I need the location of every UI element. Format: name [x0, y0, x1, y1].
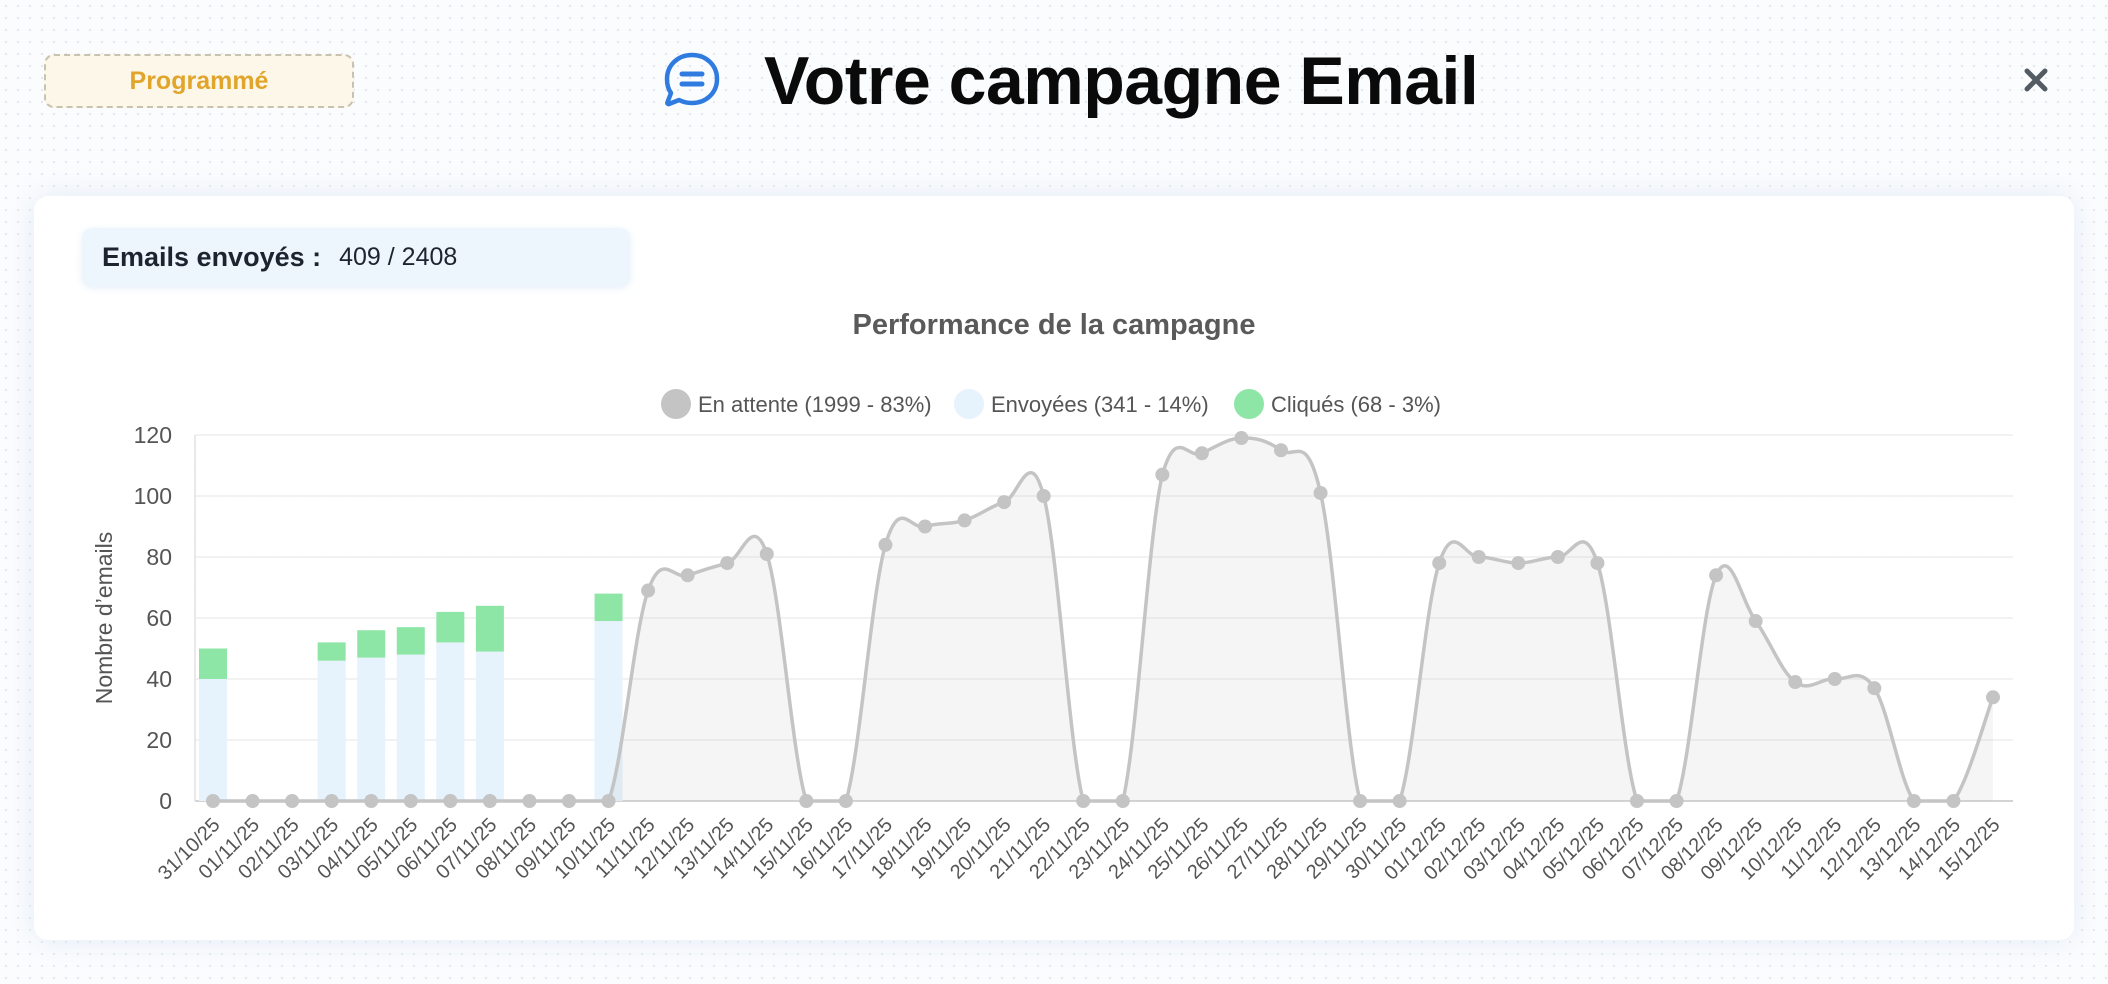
data-point[interactable] [443, 794, 458, 808]
y-tick-label: 100 [134, 483, 172, 509]
close-button[interactable] [2018, 62, 2054, 98]
data-point[interactable] [1709, 568, 1724, 583]
status-badge: Programmé [44, 54, 354, 108]
bar-clicked[interactable] [396, 627, 425, 655]
emails-sent-value: 409 / 2408 [339, 242, 458, 271]
data-point[interactable] [1036, 489, 1051, 503]
data-point[interactable] [364, 794, 379, 808]
legend-item[interactable]: Cliqués (68 - 3%) [1234, 389, 1441, 419]
svg-text:Cliqués (68 - 3%): Cliqués (68 - 3%) [1271, 392, 1441, 417]
data-point[interactable] [1630, 794, 1644, 808]
data-point[interactable] [918, 519, 932, 534]
bar-sent[interactable] [317, 660, 346, 801]
data-point[interactable] [245, 794, 260, 808]
data-point[interactable] [641, 583, 656, 598]
legend-item[interactable]: Envoyées (341 - 14%) [954, 389, 1209, 419]
y-tick-label: 20 [146, 727, 172, 753]
bar-clicked[interactable] [357, 630, 386, 658]
chart-bars [199, 593, 623, 801]
data-point[interactable] [403, 794, 418, 808]
chart-title: Performance de la campagne [853, 309, 1256, 341]
emails-sent-label: Emails envoyés : [102, 241, 322, 272]
y-tick-label: 60 [146, 605, 172, 631]
data-point[interactable] [206, 794, 220, 808]
data-point[interactable] [1155, 467, 1170, 482]
emails-sent-summary: Emails envoyés : 409 / 2408 [82, 228, 630, 286]
bar-clicked[interactable] [199, 648, 227, 680]
data-point[interactable] [1590, 556, 1605, 571]
data-point[interactable] [1194, 446, 1209, 461]
data-point[interactable] [1748, 614, 1763, 629]
data-point[interactable] [1867, 681, 1882, 696]
data-point[interactable] [878, 537, 893, 552]
bar-sent[interactable] [436, 642, 465, 801]
data-point[interactable] [1906, 794, 1921, 808]
bar-sent[interactable] [396, 654, 425, 801]
bar-clicked[interactable] [475, 605, 504, 652]
data-point[interactable] [1946, 794, 1961, 808]
data-point[interactable] [1353, 794, 1368, 808]
x-axis-labels: 31/10/2501/11/2502/11/2503/11/2504/11/25… [154, 814, 2005, 885]
y-tick-label: 0 [159, 788, 172, 814]
close-icon[interactable] [2023, 67, 2049, 93]
data-point[interactable] [1511, 556, 1526, 571]
data-point[interactable] [1827, 672, 1842, 686]
data-point[interactable] [680, 568, 695, 583]
data-point[interactable] [1274, 443, 1288, 458]
data-point[interactable] [720, 556, 735, 571]
data-point[interactable] [1788, 675, 1803, 690]
data-point[interactable] [1669, 794, 1684, 808]
data-point[interactable] [482, 794, 497, 808]
svg-text:Envoyées (341 - 14%): Envoyées (341 - 14%) [991, 392, 1209, 417]
data-point[interactable] [1986, 690, 2000, 705]
data-point[interactable] [1115, 794, 1130, 808]
bar-sent[interactable] [199, 679, 227, 801]
bar-clicked[interactable] [317, 642, 346, 661]
data-point[interactable] [324, 794, 339, 808]
data-point[interactable] [601, 794, 616, 808]
y-tick-label: 120 [134, 422, 172, 448]
data-point[interactable] [522, 794, 537, 808]
data-point[interactable] [838, 794, 853, 808]
y-axis-label: Nombre d’emails [91, 532, 117, 705]
chat-bubble-icon [664, 52, 720, 107]
data-point[interactable] [1313, 485, 1328, 500]
data-point[interactable] [1076, 794, 1091, 808]
page-title: Votre campagne Email [764, 43, 1479, 119]
data-point[interactable] [799, 794, 814, 808]
status-badge-label: Programmé [129, 66, 269, 95]
chart-legend: En attente (1999 - 83%) Envoyées (341 - 1… [661, 389, 1441, 419]
bar-clicked[interactable] [594, 593, 623, 622]
legend-item[interactable]: En attente (1999 - 83%) [661, 389, 932, 419]
header: Votre campagne Email [660, 36, 1479, 126]
data-point[interactable] [1234, 431, 1249, 446]
chart-area-line [206, 431, 2000, 808]
data-point[interactable] [997, 495, 1012, 510]
data-point[interactable] [562, 794, 576, 808]
data-point[interactable] [957, 513, 972, 528]
data-point[interactable] [1471, 550, 1486, 564]
bar-sent[interactable] [357, 657, 386, 801]
y-tick-label: 80 [146, 544, 172, 570]
data-point[interactable] [1392, 794, 1407, 808]
data-point[interactable] [759, 546, 774, 561]
bar-sent[interactable] [475, 651, 504, 801]
bar-clicked[interactable] [436, 611, 465, 643]
data-point[interactable] [1550, 550, 1565, 564]
y-tick-label: 40 [146, 666, 172, 692]
data-point[interactable] [285, 794, 300, 808]
data-point[interactable] [1432, 556, 1447, 571]
svg-text:En attente (1999 - 83%): En attente (1999 - 83%) [698, 392, 932, 417]
